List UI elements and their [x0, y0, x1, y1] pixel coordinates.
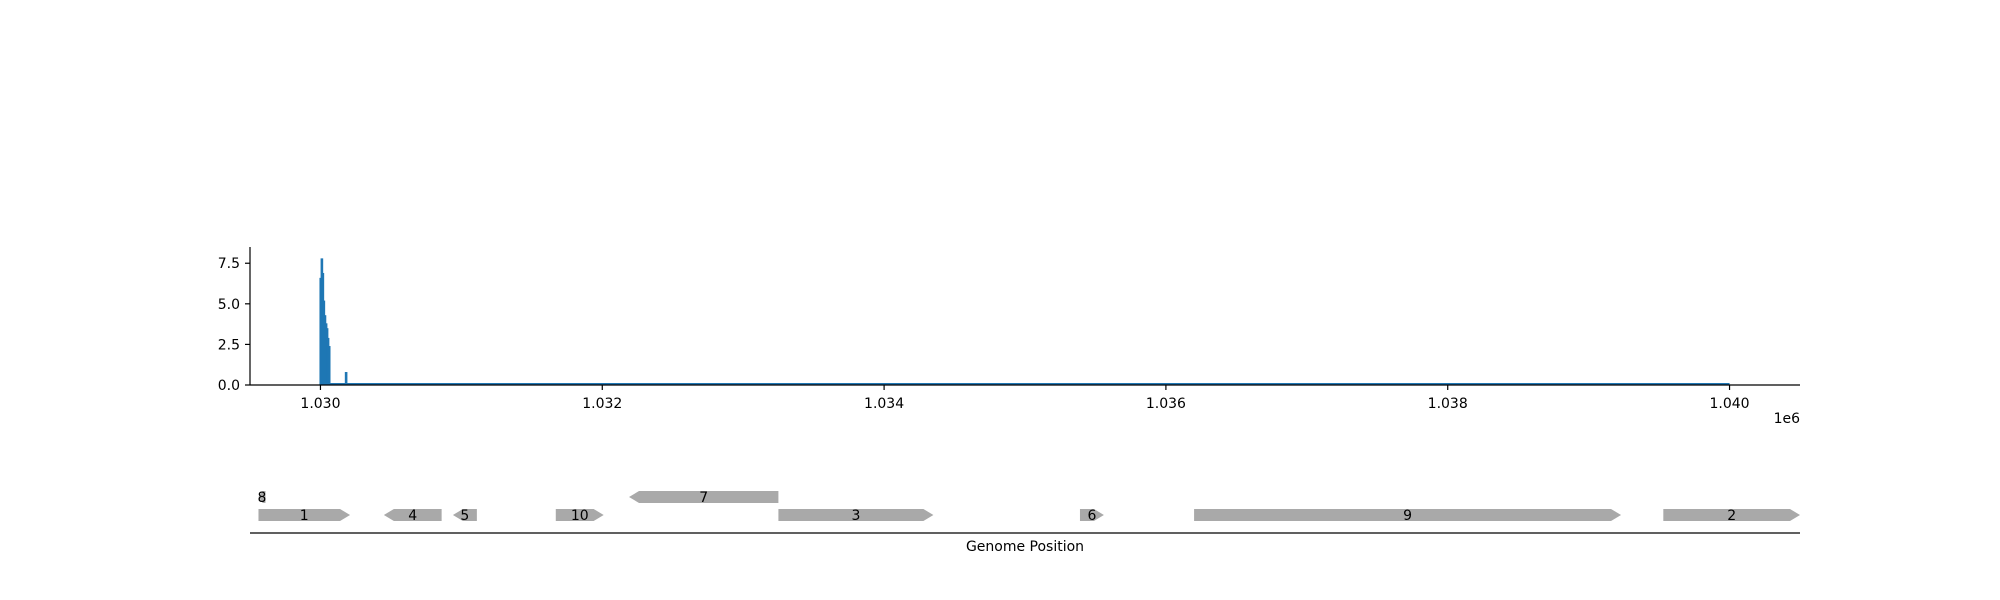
gene-feature: 4 [383, 508, 442, 524]
x-tick-label: 1.030 [300, 396, 340, 412]
gene-feature: 6 [1079, 508, 1104, 524]
coverage-bar [344, 372, 348, 385]
gene-arrow [1079, 509, 1104, 521]
gene-label: 10 [571, 508, 589, 524]
x-tick-label: 1.036 [1146, 396, 1186, 412]
gene-feature: 2 [1663, 508, 1800, 524]
coverage-bars [319, 258, 348, 385]
x-tick-label: 1.032 [582, 396, 622, 412]
gene-feature: 10 [555, 508, 604, 524]
x-offset-label: 1e6 [1774, 411, 1801, 427]
genes: 8 1 4 5 10 7 3 6 9 2 [258, 490, 1800, 524]
gene-arrow [1194, 509, 1622, 521]
gene-label: 2 [1727, 508, 1736, 524]
gene-feature: 3 [778, 508, 934, 524]
gene-arrow [555, 509, 604, 521]
coverage-plot: 0.02.55.07.5 1.030 1.032 1.034 1.036 1.038 1.… [218, 247, 1800, 427]
gene-track-x-label: Genome Position [966, 539, 1084, 555]
gene-label: 8 [258, 490, 267, 506]
gene-arrow [258, 491, 266, 503]
gene-feature: 5 [452, 508, 477, 524]
gene-arrow [383, 509, 442, 521]
gene-label: 1 [300, 508, 309, 524]
gene-track: 8 1 4 5 10 7 3 6 9 2 Genome Position [250, 490, 1800, 555]
gene-label: 6 [1087, 508, 1096, 524]
y-tick-label: 7.5 [218, 256, 240, 272]
gene-feature: 9 [1194, 508, 1622, 524]
gene-feature: 1 [258, 508, 351, 524]
gene-arrow [629, 491, 779, 503]
y-tick-label: 2.5 [218, 337, 240, 353]
gene-label: 3 [851, 508, 860, 524]
x-tick-label: 1.040 [1709, 396, 1749, 412]
x-tick-label: 1.034 [864, 396, 904, 412]
y-ticks: 0.0 2.5 5.0 7.5 [218, 256, 250, 394]
x-tick-label: 1.038 [1428, 396, 1468, 412]
gene-arrow [778, 509, 934, 521]
coverage-bar [327, 346, 331, 385]
gene-label: 4 [408, 508, 417, 524]
gene-arrow [258, 509, 351, 521]
gene-feature: 8 [258, 490, 267, 506]
x-ticks: 1.030 1.032 1.034 1.036 1.038 1.040 [300, 385, 1750, 412]
gene-label: 7 [699, 490, 708, 506]
gene-arrow [1663, 509, 1800, 521]
gene-label: 9 [1403, 508, 1412, 524]
y-tick-label: 5.0 [218, 297, 240, 313]
y-tick-label: 0.0 [218, 378, 240, 394]
gene-label: 5 [460, 508, 469, 524]
gene-feature: 7 [629, 490, 779, 506]
gene-arrow [452, 509, 477, 521]
